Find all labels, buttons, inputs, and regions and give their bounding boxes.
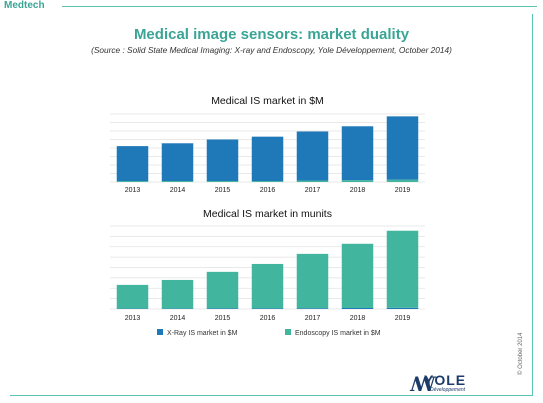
x-tick-label: 2013 [125,315,141,322]
logo-subtext: Développement [430,387,466,393]
x-tick-label: 2014 [170,315,186,322]
x-tick-label: 2015 [215,187,231,194]
logo-text: YOLE [424,372,467,388]
bar-endoscopy-2019 [386,230,419,308]
bar-endoscopy-2013 [116,181,149,182]
bar-xray-2019 [386,307,419,309]
bar-xray-2019 [386,116,419,180]
x-tick-label: 2016 [260,187,276,194]
bar-xray-2016 [251,308,284,309]
bar-endoscopy-2019 [386,179,419,182]
x-tick-label: 2014 [170,187,186,194]
bar-endoscopy-2017 [296,180,329,182]
logo-mark-icon: ꟿ [410,372,436,396]
bar-endoscopy-2014 [161,181,194,182]
chart-title: Medical IS market in $M [211,95,324,107]
bar-endoscopy-2015 [206,271,239,309]
x-tick-label: 2018 [350,187,366,194]
bar-xray-2018 [341,126,374,181]
bar-endoscopy-2016 [251,181,284,182]
bar-xray-2015 [206,308,239,309]
bar-xray-2017 [296,131,329,181]
company-logo: ꟿ YOLE Développement [410,370,490,396]
x-tick-label: 2018 [350,315,366,322]
bar-endoscopy-2015 [206,181,239,182]
legend-swatch [157,329,163,335]
source-note: (Source : Solid State Medical Imaging: X… [91,45,452,55]
bar-endoscopy-2013 [116,284,149,309]
page-title: Medical image sensors: market duality [133,26,410,43]
bar-xray-2015 [206,139,239,182]
legend-label: Endoscopy IS market in $M [295,330,381,337]
chart-2: Medical IS market in munits 2013 2014 2015 2… [110,208,425,322]
bar-xray-2018 [341,308,374,309]
legend: X-Ray IS market in $M Endoscopy IS market… [157,329,381,337]
header-divider [62,6,537,7]
bar-endoscopy-2016 [251,263,284,309]
bar-endoscopy-2014 [161,279,194,309]
x-tick-label: 2017 [305,315,321,322]
legend-label: X-Ray IS market in $M [167,330,238,337]
x-tick-label: 2019 [395,315,411,322]
bar-xray-2014 [161,143,194,182]
frame-right-border [532,14,533,396]
x-tick-label: 2017 [305,187,321,194]
bar-endoscopy-2017 [296,253,329,309]
section-label: Medtech [4,0,45,11]
bar-xray-2016 [251,136,284,182]
chart-1: Medical IS market in $M 2013 2014 2015 2016 2… [110,95,425,194]
legend-swatch [285,329,291,335]
bar-xray-2013 [116,146,149,182]
chart-title: Medical IS market in munits [203,208,332,220]
section-header: Medtech [0,0,543,14]
x-tick-label: 2015 [215,315,231,322]
bar-endoscopy-2018 [341,243,374,309]
bar-xray-2017 [296,308,329,309]
bar-endoscopy-2018 [341,180,374,182]
x-tick-label: 2013 [125,187,141,194]
x-tick-label: 2016 [260,315,276,322]
copyright-note: © October 2014 [518,332,524,375]
frame-bottom-border [10,395,532,396]
x-tick-label: 2019 [395,187,411,194]
